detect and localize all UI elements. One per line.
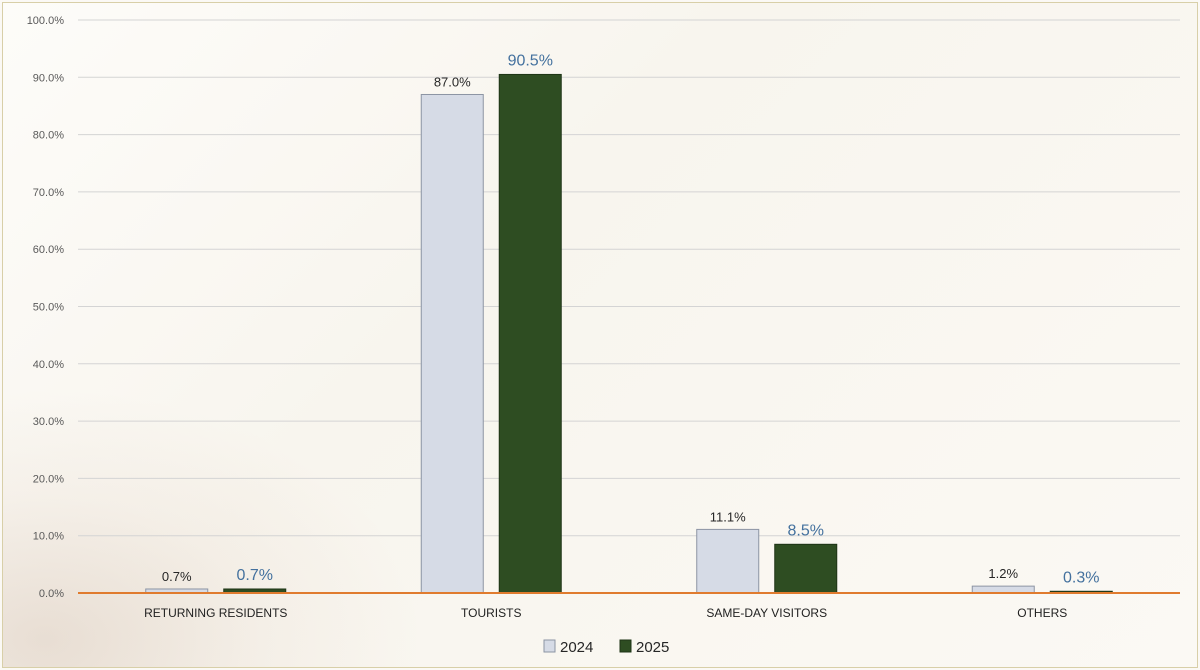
legend-swatch-2025 bbox=[619, 639, 632, 653]
data-label: 87.0% bbox=[434, 74, 471, 89]
y-tick-label: 20.0% bbox=[33, 473, 64, 485]
x-tick-label: SAME-DAY VISITORS bbox=[706, 606, 827, 620]
y-tick-label: 80.0% bbox=[33, 130, 64, 142]
legend-label: 2025 bbox=[636, 639, 669, 656]
data-label: 11.1% bbox=[710, 509, 746, 524]
bar-2024-1 bbox=[420, 93, 484, 594]
legend-swatch-2024 bbox=[543, 639, 556, 653]
y-tick-label: 10.0% bbox=[33, 531, 64, 543]
data-label: 0.7% bbox=[237, 567, 273, 584]
y-tick-label: 70.0% bbox=[33, 187, 64, 199]
y-tick-label: 60.0% bbox=[33, 244, 64, 256]
x-tick-label: OTHERS bbox=[1017, 606, 1067, 620]
data-label: 0.7% bbox=[162, 569, 192, 584]
y-tick-label: 30.0% bbox=[33, 416, 64, 428]
bar-2025-1 bbox=[498, 73, 562, 594]
bar-2024-2 bbox=[696, 528, 760, 594]
data-label: 8.5% bbox=[788, 522, 824, 539]
data-label: 90.5% bbox=[508, 52, 553, 69]
y-tick-label: 50.0% bbox=[33, 302, 64, 314]
y-tick-label: 0.0% bbox=[39, 588, 64, 600]
x-tick-label: TOURISTS bbox=[461, 606, 521, 620]
y-tick-label: 100.0% bbox=[27, 15, 65, 27]
legend-label: 2024 bbox=[560, 639, 593, 656]
data-label: 1.2% bbox=[988, 566, 1018, 581]
x-tick-label: RETURNING RESIDENTS bbox=[144, 606, 287, 620]
y-tick-label: 40.0% bbox=[33, 359, 64, 371]
y-tick-label: 90.0% bbox=[33, 72, 64, 84]
bar-2024-3 bbox=[971, 585, 1035, 594]
data-label: 0.3% bbox=[1063, 569, 1099, 586]
bar-2025-2 bbox=[774, 543, 838, 594]
